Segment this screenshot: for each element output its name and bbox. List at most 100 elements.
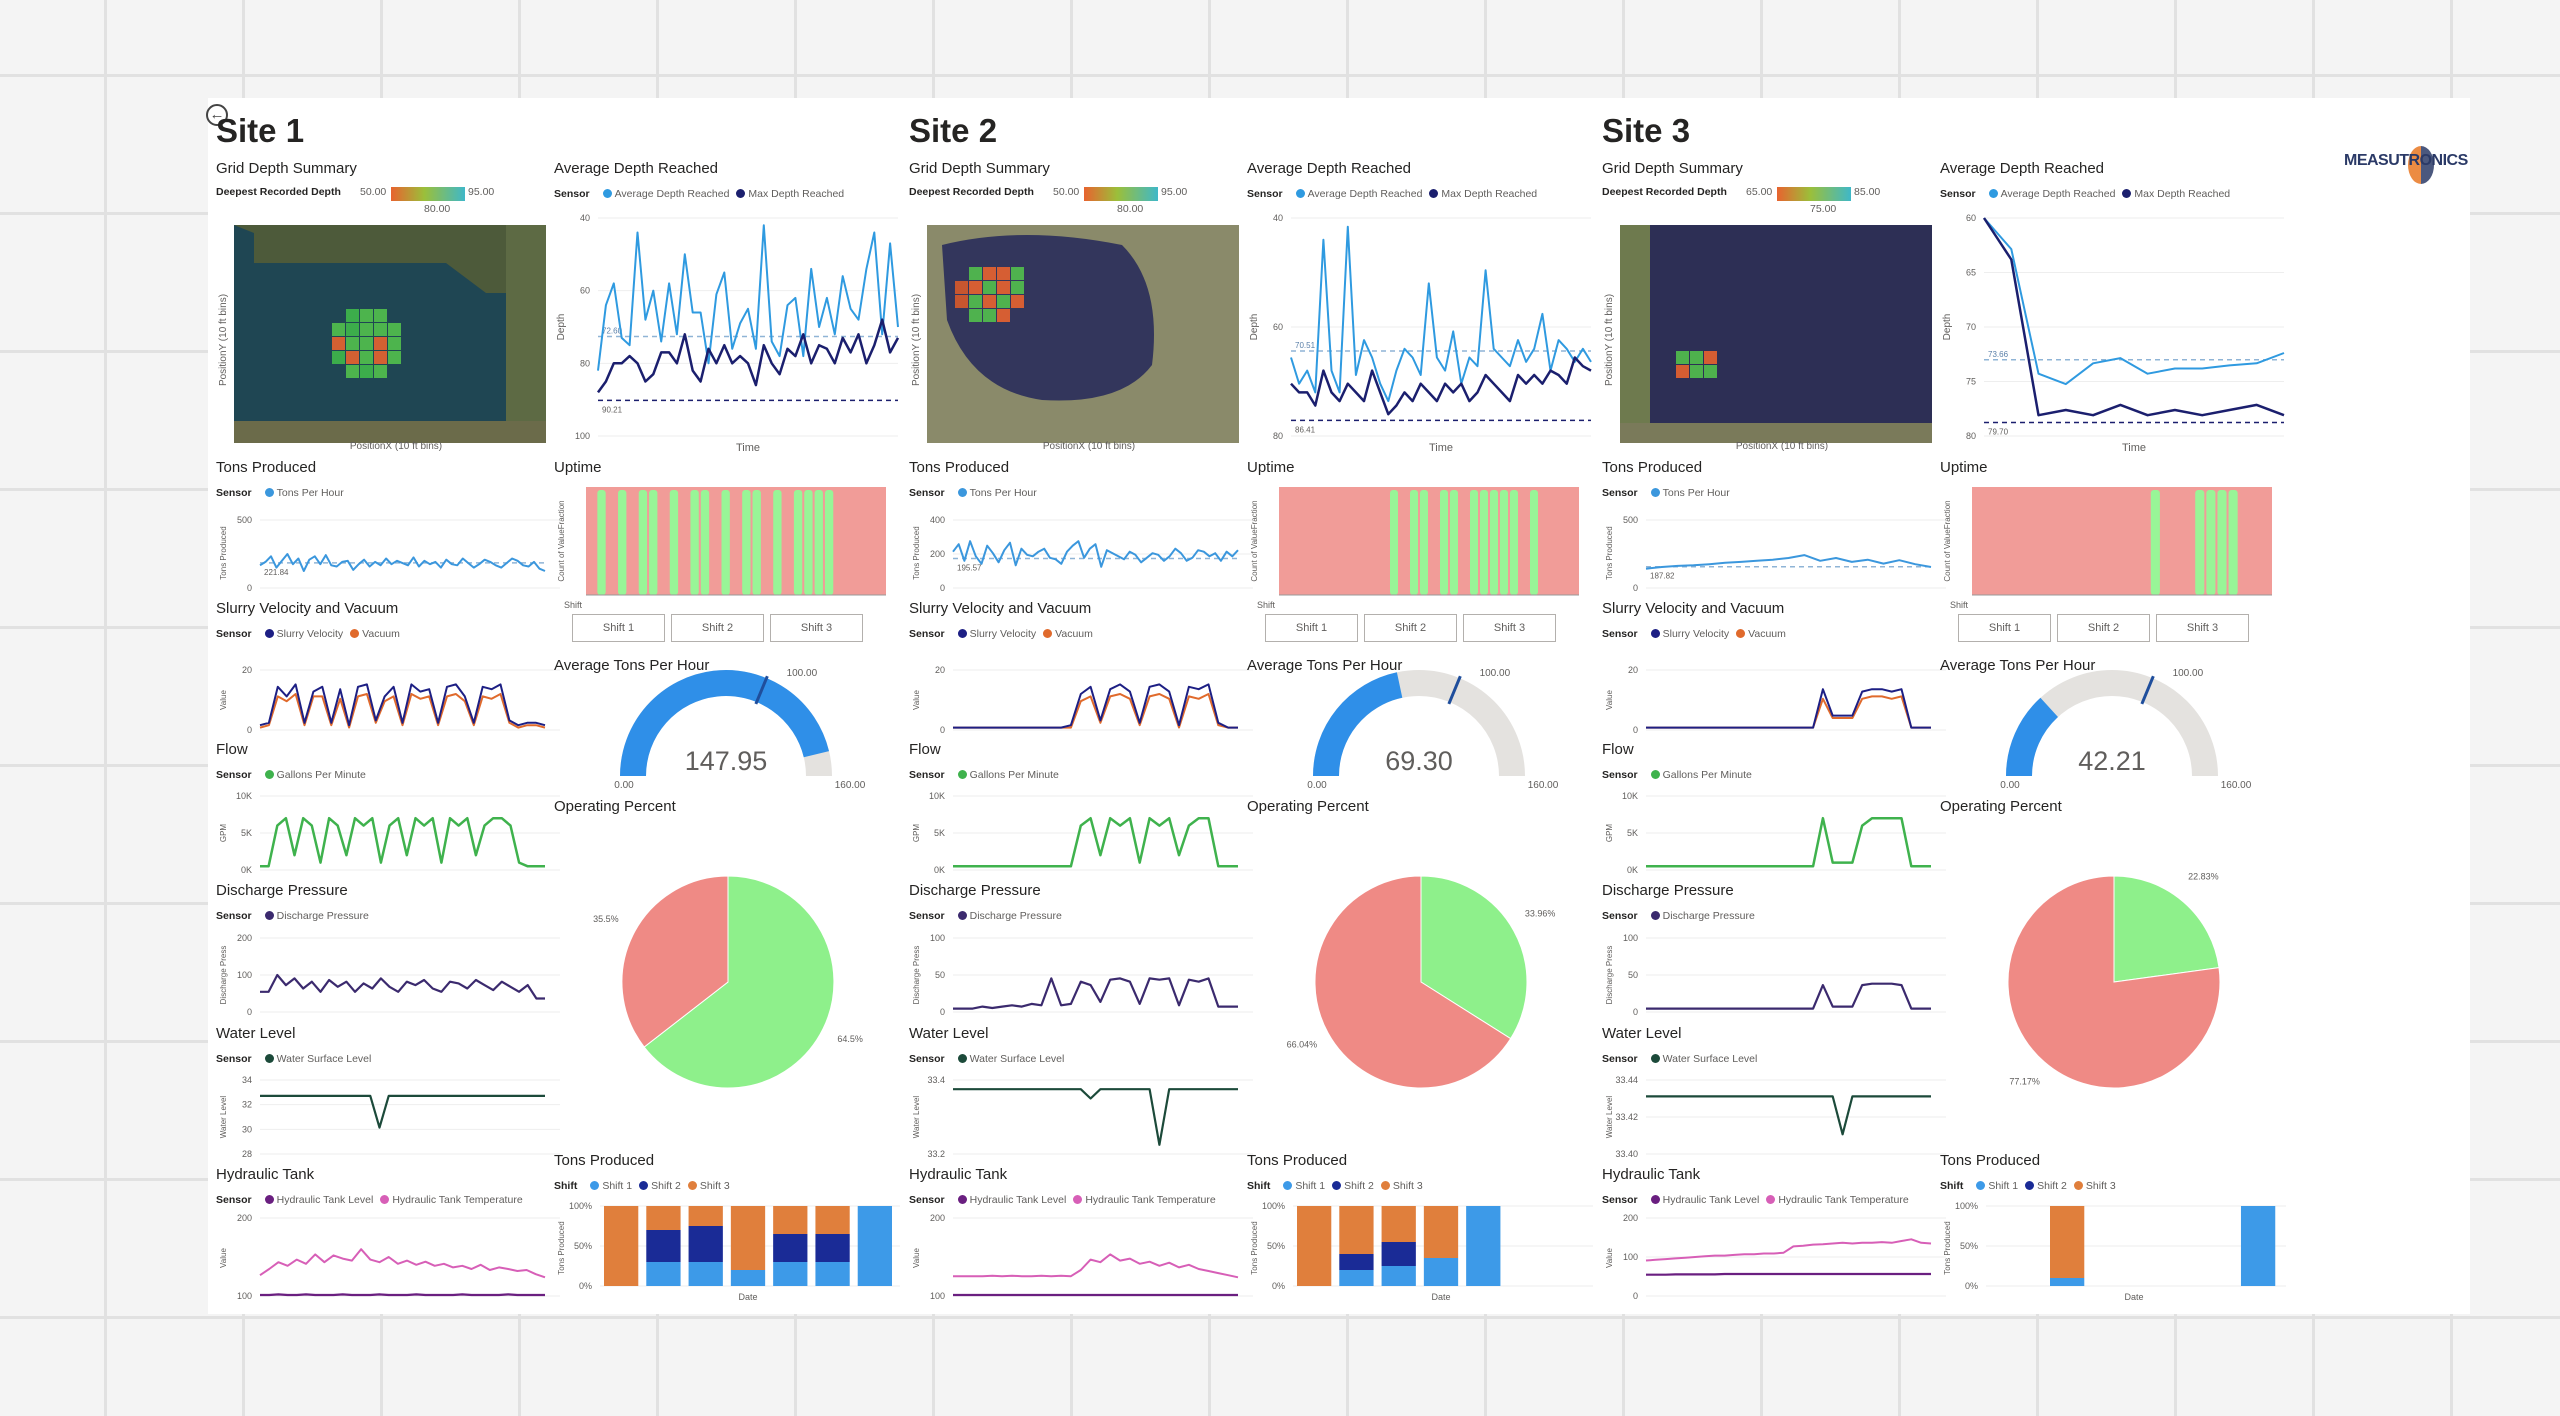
tons-tick-label: 200: [930, 549, 945, 559]
stacked-bar-segment: [773, 1262, 808, 1286]
depth-tick-label: 80: [1273, 431, 1283, 441]
gauge-value-arc: [1313, 672, 1403, 777]
legend-label: Shift 2: [2037, 1180, 2067, 1192]
gauge-target-marker: [754, 675, 769, 705]
legend-label: Slurry Velocity: [969, 628, 1037, 640]
avg-depth-ref-label: 72.60: [602, 326, 623, 335]
hydraulic-title: Hydraulic Tank: [216, 1166, 315, 1183]
tons-title: Tons Produced: [1602, 459, 1703, 476]
stacked-bar-segment: [1381, 1266, 1416, 1286]
water-y-axis-label: Water Level: [1605, 1096, 1614, 1139]
legend-label: Tons Per Hour: [1662, 487, 1730, 499]
shift-filter-button-1[interactable]: Shift 1: [1958, 614, 2051, 642]
discharge-title: Discharge Pressure: [216, 882, 348, 899]
legend-label: Tons Per Hour: [276, 487, 344, 499]
uptime-on-band: [1440, 490, 1448, 595]
legend-title: Sensor: [909, 487, 945, 499]
depth-grid-cell: [969, 295, 982, 308]
site-title: Site 2: [909, 112, 998, 149]
legend-title: Sensor: [1602, 1053, 1638, 1065]
site-title: Site 3: [1602, 112, 1691, 149]
shift-filter-button-3[interactable]: Shift 3: [1463, 614, 1556, 642]
slurry-tick-label: 0: [940, 725, 945, 735]
legend-dot: [2073, 1181, 2083, 1190]
depth-grid-cell: [1011, 295, 1024, 308]
legend-dot: [264, 770, 274, 779]
tons-ref-label: 221.84: [264, 568, 289, 577]
legend-dot: [2025, 1181, 2035, 1190]
company-logo: MEASUTRONICS: [2344, 146, 2468, 188]
legend-dot: [264, 911, 274, 920]
back-arrow-icon[interactable]: ←: [206, 104, 228, 126]
grid-depth-title: Grid Depth Summary: [909, 160, 1050, 177]
depth-grid-cell: [1011, 267, 1024, 280]
stacked-bar-segment: [2240, 1206, 2276, 1286]
slurry-legend: Sensor Slurry Velocity Vacuum: [216, 628, 400, 640]
depth-legend-max: 95.00: [468, 186, 495, 198]
stacked-tick-label: 50%: [574, 1241, 592, 1251]
depth-tick-label: 60: [1273, 322, 1283, 332]
legend-title: Sensor: [1602, 628, 1638, 640]
discharge-legend: Sensor Discharge Pressure: [909, 910, 1062, 922]
pie-idle-label: 77.17%: [2009, 1076, 2040, 1086]
shift-filter-button-1[interactable]: Shift 1: [572, 614, 665, 642]
water-level-line: [260, 1094, 545, 1129]
legend-title: Sensor: [909, 1053, 945, 1065]
flow-title: Flow: [1602, 741, 1634, 758]
stacked-bar-segment: [815, 1234, 850, 1262]
legend-label: Average Depth Reached: [614, 188, 730, 200]
depth-grid-cell: [360, 351, 373, 364]
map-land-bottom: [1620, 423, 1932, 443]
flow-tick-label: 10K: [929, 791, 945, 801]
shift-filter-button-1[interactable]: Shift 1: [1265, 614, 1358, 642]
tons-by-shift-legend: Shift Shift 1 Shift 2 Shift 3: [1940, 1180, 2116, 1192]
depth-grid-cell: [997, 309, 1010, 322]
max-depth-ref-label: 86.41: [1295, 425, 1316, 434]
tons-by-shift-title: Tons Produced: [554, 1152, 655, 1169]
gauge-target-marker: [1447, 675, 1462, 705]
depth-grid-cell: [983, 295, 996, 308]
stacked-bar-segment: [1297, 1206, 1332, 1286]
flow-title: Flow: [216, 741, 248, 758]
legend-dot: [957, 629, 967, 638]
shift-filter-button-2[interactable]: Shift 2: [1364, 614, 1457, 642]
discharge-tick-label: 50: [1628, 970, 1638, 980]
discharge-line: [953, 977, 1238, 1010]
water-tick-label: 33.40: [1615, 1149, 1638, 1159]
legend-dot: [1766, 1195, 1776, 1204]
legend-dot: [264, 1195, 274, 1204]
depth-grid-cell: [360, 337, 373, 350]
discharge-tick-label: 100: [237, 970, 252, 980]
shift-filter-button-3[interactable]: Shift 3: [2156, 614, 2249, 642]
depth-legend-max: 95.00: [1161, 186, 1188, 198]
depth-grid-cell: [332, 337, 345, 350]
uptime-on-band: [2217, 490, 2227, 595]
slurry-velocity-line: [953, 683, 1238, 729]
flow-y-axis-label: GPM: [912, 824, 921, 843]
shift-filter-button-3[interactable]: Shift 3: [770, 614, 863, 642]
flow-tick-label: 5K: [241, 828, 252, 838]
flow-line: [1646, 816, 1931, 868]
pie-idle-slice: [2007, 875, 2221, 1089]
pie-operating-label: 22.83%: [2188, 872, 2219, 882]
depth-legend-bar: [1084, 187, 1158, 201]
depth-grid-cell: [346, 337, 359, 350]
shift-filter-button-2[interactable]: Shift 2: [2057, 614, 2150, 642]
max-depth-line: [596, 318, 900, 394]
uptime-on-band: [1500, 490, 1508, 595]
hydraulic-legend: Sensor Hydraulic Tank Level Hydraulic Tank…: [1602, 1194, 1909, 1206]
map-water: [1620, 225, 1932, 443]
map-shore: [927, 225, 1239, 443]
gauge-target-marker: [2140, 675, 2155, 705]
tons-tick-label: 0: [940, 583, 945, 593]
depth-grid-cell: [997, 281, 1010, 294]
stacked-y-axis-label: Tons Produced: [557, 1221, 566, 1274]
depth-tick-label: 60: [1966, 213, 1976, 223]
depth-legend-bar: [391, 187, 465, 201]
legend-dot: [1650, 1195, 1660, 1204]
depth-grid-cell: [374, 365, 387, 378]
uptime-on-band: [649, 490, 658, 595]
slurry-tick-label: 20: [242, 665, 252, 675]
vacuum-line: [1646, 695, 1931, 729]
shift-filter-button-2[interactable]: Shift 2: [671, 614, 764, 642]
